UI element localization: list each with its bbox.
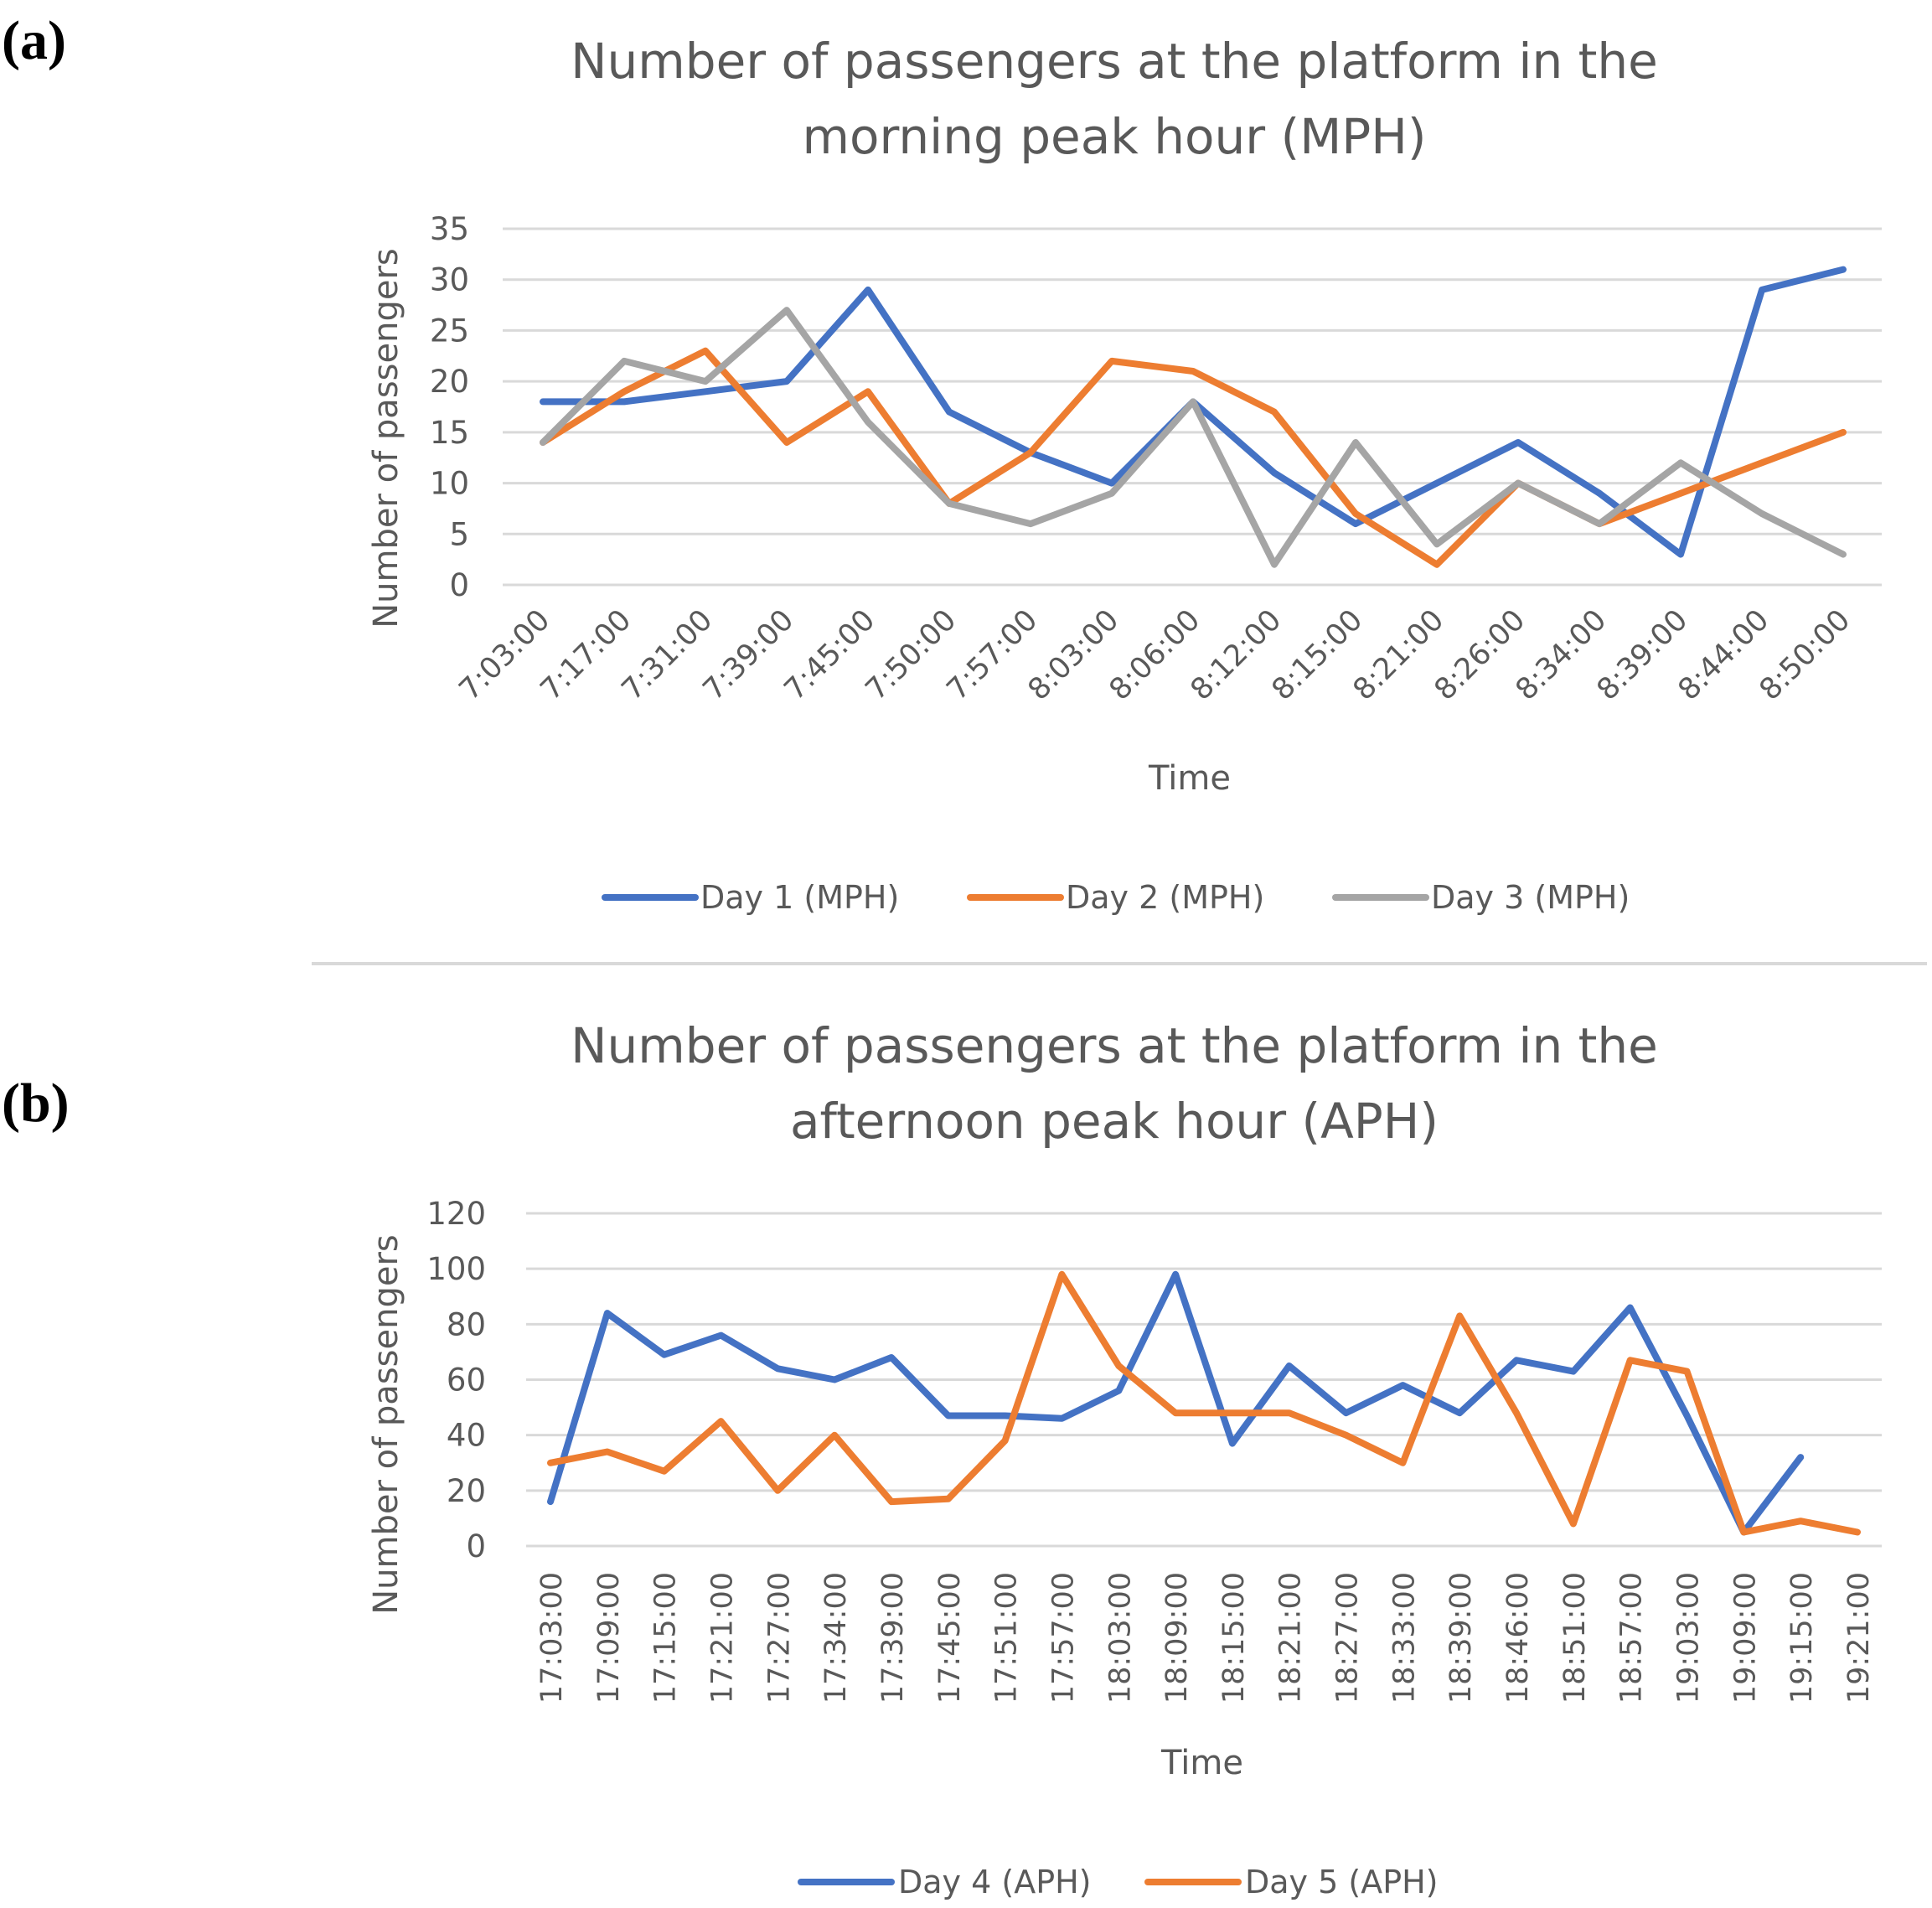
chart-b-x-tick-18-46-00: 18:46:00 bbox=[1501, 1572, 1535, 1704]
chart-b-y-tick-labels: 0 20 40 60 80 100 120 bbox=[426, 1196, 486, 1564]
chart-a-x-tick-7-50-00: 7:50:00 bbox=[860, 603, 963, 707]
chart-b-legend-label-day-4: Day 4 (APH) bbox=[898, 1864, 1092, 1900]
chart-b-x-tick-18-21-00: 18:21:00 bbox=[1274, 1572, 1308, 1704]
chart-b-gridlines bbox=[526, 1212, 1882, 1548]
chart-b-title-line-1: Number of passengers at the platform in … bbox=[571, 1017, 1658, 1074]
chart-a-y-axis-title: Number of passengers bbox=[367, 248, 406, 628]
chart-a-x-tick-7-39-00: 7:39:00 bbox=[697, 603, 801, 707]
chart-b-x-tick-18-51-00: 18:51:00 bbox=[1558, 1572, 1592, 1704]
chart-a-x-tick-8-15-00: 8:15:00 bbox=[1266, 603, 1370, 707]
chart-b-x-axis-title: Time bbox=[1160, 1744, 1243, 1782]
chart-b-x-tick-18-15-00: 18:15:00 bbox=[1217, 1572, 1251, 1704]
chart-b-x-tick-17-09-00: 17:09:00 bbox=[592, 1572, 626, 1704]
chart-b-x-tick-17-21-00: 17:21:00 bbox=[705, 1572, 739, 1704]
chart-a-y-tick-15: 15 bbox=[430, 415, 469, 451]
chart-b-x-tick-18-57-00: 18:57:00 bbox=[1615, 1572, 1649, 1704]
chart-b-y-tick-20: 20 bbox=[447, 1473, 486, 1509]
chart-a-legend: Day 1 (MPH) Day 2 (MPH) Day 3 (MPH) bbox=[602, 879, 1630, 916]
chart-b-x-tick-18-27-00: 18:27:00 bbox=[1331, 1572, 1365, 1704]
chart-b-x-tick-17-03-00: 17:03:00 bbox=[535, 1572, 569, 1704]
chart-b-x-tick-17-57-00: 17:57:00 bbox=[1046, 1572, 1080, 1704]
chart-a-x-tick-8-21-00: 8:21:00 bbox=[1347, 603, 1451, 707]
chart-b-title-line-2: afternoon peak hour (APH) bbox=[790, 1093, 1439, 1150]
chart-b-x-tick-19-09-00: 19:09:00 bbox=[1728, 1572, 1762, 1704]
chart-b-series bbox=[547, 1270, 1861, 1536]
panel-label-a: (a) bbox=[2, 10, 66, 71]
chart-b-x-tick-19-03-00: 19:03:00 bbox=[1672, 1572, 1706, 1704]
chart-b-x-tick-labels: 17:03:00 17:09:00 17:15:00 17:21:00 17:27:00… bbox=[535, 1572, 1876, 1704]
chart-b-x-tick-17-27-00: 17:27:00 bbox=[762, 1572, 796, 1704]
chart-b-y-tick-80: 80 bbox=[447, 1306, 486, 1342]
chart-b-x-tick-18-09-00: 18:09:00 bbox=[1160, 1572, 1194, 1704]
chart-a-y-tick-0: 0 bbox=[449, 567, 469, 603]
chart-a-x-tick-8-39-00: 8:39:00 bbox=[1591, 603, 1695, 707]
chart-b-x-tick-17-39-00: 17:39:00 bbox=[876, 1572, 910, 1704]
chart-a-y-tick-30: 30 bbox=[430, 262, 469, 298]
chart-b-y-tick-100: 100 bbox=[426, 1251, 486, 1287]
chart-b-legend: Day 4 (APH) Day 5 (APH) bbox=[798, 1864, 1439, 1900]
chart-b-x-tick-17-34-00: 17:34:00 bbox=[819, 1572, 853, 1704]
chart-a-series-day-2-mph bbox=[540, 347, 1847, 568]
chart-a-x-tick-8-34-00: 8:34:00 bbox=[1510, 603, 1614, 707]
chart-a-x-tick-8-26-00: 8:26:00 bbox=[1428, 603, 1532, 707]
chart-a-x-tick-7-45-00: 7:45:00 bbox=[778, 603, 882, 707]
panel-label-b: (b) bbox=[2, 1073, 70, 1134]
chart-b-x-tick-19-15-00: 19:15:00 bbox=[1785, 1572, 1819, 1704]
chart-a-x-tick-7-03-00: 7:03:00 bbox=[453, 603, 557, 707]
chart-b-y-axis-title: Number of passengers bbox=[367, 1234, 406, 1615]
chart-b-x-tick-18-39-00: 18:39:00 bbox=[1444, 1572, 1478, 1704]
chart-b-x-tick-17-51-00: 17:51:00 bbox=[990, 1572, 1024, 1704]
chart-a-y-tick-35: 35 bbox=[430, 211, 469, 247]
chart-a-legend-label-day-1: Day 1 (MPH) bbox=[700, 879, 899, 916]
chart-a-x-tick-7-31-00: 7:31:00 bbox=[616, 603, 720, 707]
chart-b-x-tick-17-15-00: 17:15:00 bbox=[649, 1572, 683, 1704]
chart-a-x-tick-8-50-00: 8:50:00 bbox=[1754, 603, 1857, 707]
chart-b-series-day-5-aph bbox=[547, 1270, 1861, 1536]
chart-a-y-tick-20: 20 bbox=[430, 364, 469, 400]
chart-a-x-tick-7-57-00: 7:57:00 bbox=[941, 603, 1045, 707]
chart-a-title-line-2: morning peak hour (MPH) bbox=[803, 108, 1427, 165]
chart-b-y-tick-40: 40 bbox=[447, 1418, 486, 1454]
chart-b-x-tick-18-03-00: 18:03:00 bbox=[1103, 1572, 1137, 1704]
chart-a-legend-label-day-2: Day 2 (MPH) bbox=[1066, 879, 1264, 916]
chart-afternoon-peak: Number of passengers at the platform in … bbox=[367, 1017, 1882, 1900]
chart-a-y-tick-5: 5 bbox=[449, 516, 469, 552]
chart-a-x-tick-8-44-00: 8:44:00 bbox=[1672, 603, 1776, 707]
chart-a-y-tick-25: 25 bbox=[430, 313, 469, 349]
chart-a-series bbox=[540, 266, 1847, 568]
chart-a-x-tick-8-03-00: 8:03:00 bbox=[1022, 603, 1126, 707]
chart-a-x-axis-title: Time bbox=[1148, 759, 1231, 798]
chart-a-x-tick-8-06-00: 8:06:00 bbox=[1103, 603, 1207, 707]
chart-a-y-tick-10: 10 bbox=[430, 466, 469, 502]
chart-b-x-tick-19-21-00: 19:21:00 bbox=[1842, 1572, 1876, 1704]
chart-morning-peak: Number of passengers at the platform in … bbox=[367, 33, 1882, 916]
chart-a-series-day-3-mph bbox=[540, 307, 1847, 568]
chart-a-y-tick-labels: 0 5 10 15 20 25 30 35 bbox=[430, 211, 469, 603]
chart-a-series-day-1-mph bbox=[540, 266, 1847, 558]
chart-a-x-tick-7-17-00: 7:17:00 bbox=[535, 603, 638, 707]
chart-a-x-tick-labels: 7:03:007:17:007:31:007:39:007:45:007:50:… bbox=[453, 603, 1857, 707]
chart-b-x-tick-18-33-00: 18:33:00 bbox=[1387, 1572, 1421, 1704]
chart-b-y-tick-120: 120 bbox=[426, 1196, 486, 1232]
chart-a-legend-label-day-3: Day 3 (MPH) bbox=[1431, 879, 1630, 916]
chart-b-x-tick-17-45-00: 17:45:00 bbox=[933, 1572, 967, 1704]
chart-b-y-tick-0: 0 bbox=[466, 1528, 486, 1564]
chart-a-title-line-1: Number of passengers at the platform in … bbox=[571, 33, 1658, 90]
chart-b-y-tick-60: 60 bbox=[447, 1362, 486, 1399]
chart-b-series-day-4-aph bbox=[547, 1270, 1805, 1536]
chart-b-legend-label-day-5: Day 5 (APH) bbox=[1245, 1864, 1439, 1900]
chart-a-x-tick-8-12-00: 8:12:00 bbox=[1185, 603, 1289, 707]
